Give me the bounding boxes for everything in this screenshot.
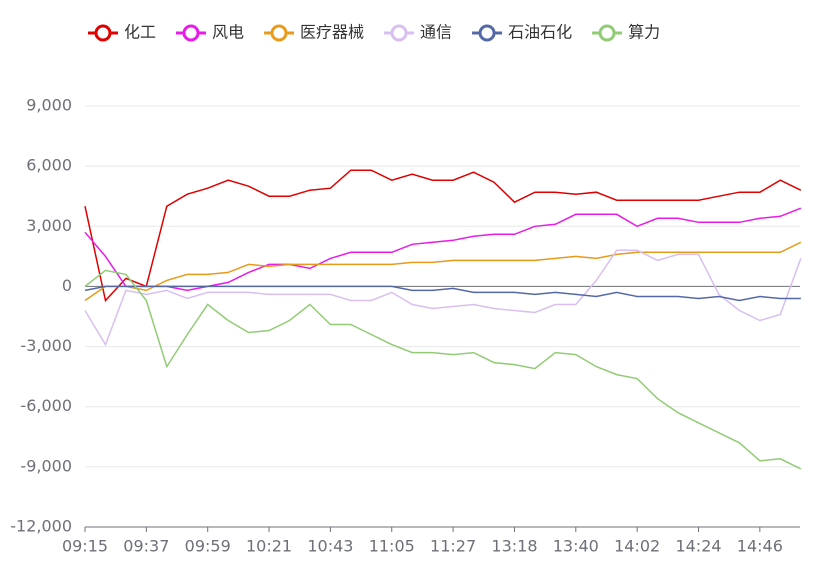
x-tick-label: 13:40 bbox=[553, 537, 599, 556]
legend-marker bbox=[182, 24, 200, 42]
y-tick-label: 6,000 bbox=[26, 156, 72, 175]
legend-marker bbox=[390, 24, 408, 42]
legend-label: 算力 bbox=[628, 23, 660, 42]
x-tick-label: 09:59 bbox=[185, 537, 231, 556]
legend-marker bbox=[478, 24, 496, 42]
legend-marker bbox=[270, 24, 288, 42]
series-line bbox=[84, 285, 801, 302]
x-tick-label: 14:46 bbox=[737, 537, 783, 556]
y-tick-label: 9,000 bbox=[26, 96, 72, 115]
y-tick-label: -9,000 bbox=[20, 456, 72, 475]
y-tick-label: -12,000 bbox=[10, 517, 72, 536]
legend-marker bbox=[94, 24, 112, 42]
legend-marker bbox=[598, 24, 616, 42]
y-tick-label: -6,000 bbox=[20, 396, 72, 415]
x-tick-label: 11:27 bbox=[430, 537, 476, 556]
x-tick-label: 11:05 bbox=[369, 537, 415, 556]
legend-label: 医疗器械 bbox=[300, 23, 364, 42]
legend-label: 风电 bbox=[212, 23, 244, 42]
y-tick-label: 3,000 bbox=[26, 216, 72, 235]
x-tick-label: 14:02 bbox=[614, 537, 660, 556]
series-line bbox=[84, 241, 802, 302]
x-tick-label: 10:43 bbox=[307, 537, 353, 556]
legend-label: 化工 bbox=[124, 23, 156, 42]
x-tick-label: 09:15 bbox=[62, 537, 108, 556]
legend-label: 通信 bbox=[420, 23, 452, 42]
y-tick-label: 0 bbox=[62, 276, 72, 295]
y-tick-label: -3,000 bbox=[20, 336, 72, 355]
series-line bbox=[84, 207, 802, 292]
series-line bbox=[84, 269, 802, 470]
x-tick-label: 13:18 bbox=[491, 537, 537, 556]
series-line bbox=[84, 249, 802, 347]
series-line bbox=[84, 169, 802, 303]
x-tick-label: 10:21 bbox=[246, 537, 292, 556]
x-tick-label: 09:37 bbox=[123, 537, 169, 556]
legend-label: 石油石化 bbox=[508, 23, 572, 42]
x-tick-label: 14:24 bbox=[675, 537, 721, 556]
